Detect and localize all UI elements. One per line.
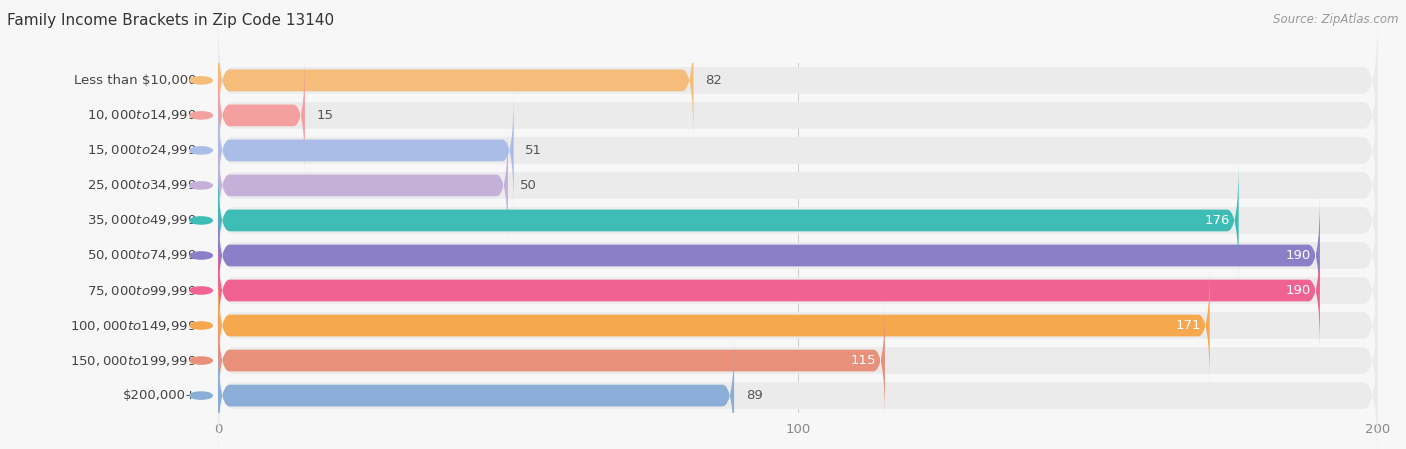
Text: $75,000 to $99,999: $75,000 to $99,999 <box>87 283 197 298</box>
FancyBboxPatch shape <box>218 216 1378 365</box>
FancyBboxPatch shape <box>218 76 1378 224</box>
Text: $150,000 to $199,999: $150,000 to $199,999 <box>70 353 197 368</box>
FancyBboxPatch shape <box>218 161 1239 280</box>
FancyBboxPatch shape <box>218 6 1378 154</box>
Text: Source: ZipAtlas.com: Source: ZipAtlas.com <box>1274 13 1399 26</box>
FancyBboxPatch shape <box>218 231 1320 350</box>
Text: $50,000 to $74,999: $50,000 to $74,999 <box>87 248 197 263</box>
FancyBboxPatch shape <box>218 196 1320 315</box>
Text: 190: 190 <box>1286 284 1312 297</box>
FancyBboxPatch shape <box>218 181 1378 330</box>
Text: $35,000 to $49,999: $35,000 to $49,999 <box>87 213 197 228</box>
Text: $10,000 to $14,999: $10,000 to $14,999 <box>87 108 197 123</box>
Text: $100,000 to $149,999: $100,000 to $149,999 <box>70 318 197 333</box>
Text: 82: 82 <box>704 74 723 87</box>
Text: Family Income Brackets in Zip Code 13140: Family Income Brackets in Zip Code 13140 <box>7 13 335 28</box>
FancyBboxPatch shape <box>218 266 1209 385</box>
FancyBboxPatch shape <box>218 321 1378 449</box>
Text: $200,000+: $200,000+ <box>122 389 197 402</box>
FancyBboxPatch shape <box>218 41 1378 189</box>
FancyBboxPatch shape <box>218 301 884 420</box>
FancyBboxPatch shape <box>218 111 1378 260</box>
FancyBboxPatch shape <box>218 286 1378 435</box>
FancyBboxPatch shape <box>218 336 734 449</box>
Text: 171: 171 <box>1175 319 1201 332</box>
FancyBboxPatch shape <box>218 91 513 210</box>
Text: 190: 190 <box>1286 249 1312 262</box>
Text: $15,000 to $24,999: $15,000 to $24,999 <box>87 143 197 158</box>
FancyBboxPatch shape <box>218 126 508 245</box>
Text: 176: 176 <box>1205 214 1230 227</box>
Text: 15: 15 <box>316 109 333 122</box>
FancyBboxPatch shape <box>218 146 1378 295</box>
Text: 115: 115 <box>851 354 876 367</box>
FancyBboxPatch shape <box>218 56 305 175</box>
Text: 89: 89 <box>745 389 762 402</box>
Text: $25,000 to $34,999: $25,000 to $34,999 <box>87 178 197 193</box>
Text: Less than $10,000: Less than $10,000 <box>75 74 197 87</box>
FancyBboxPatch shape <box>218 251 1378 400</box>
Text: 50: 50 <box>520 179 537 192</box>
FancyBboxPatch shape <box>218 21 693 140</box>
Text: 51: 51 <box>526 144 543 157</box>
